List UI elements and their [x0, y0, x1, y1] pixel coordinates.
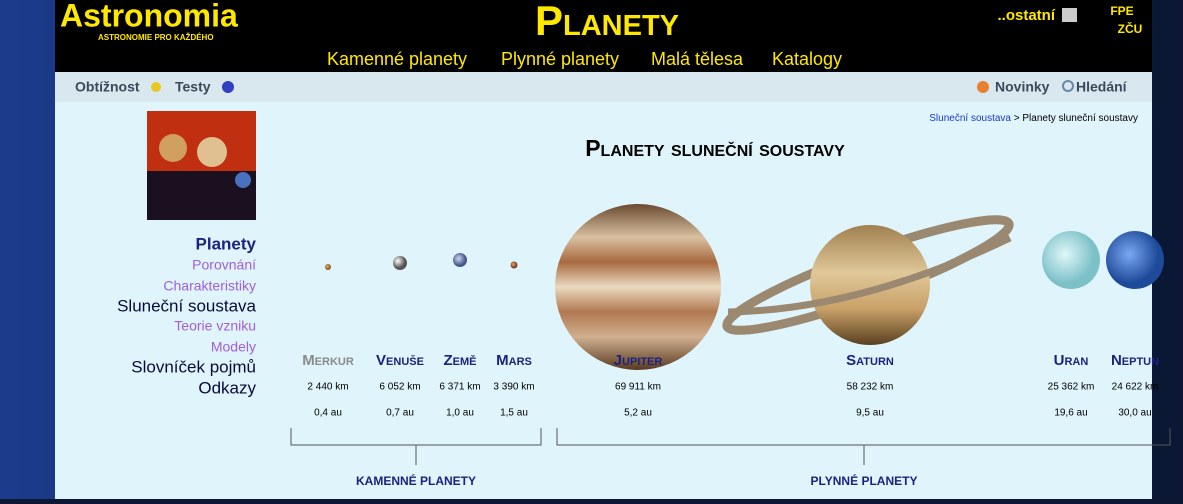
image-planet: [235, 172, 251, 188]
other-menu[interactable]: ..ostatní: [997, 7, 1055, 24]
menu-item[interactable]: Katalogy: [772, 49, 842, 69]
planet-distance: 5,2 au: [624, 408, 652, 419]
sidebar-link[interactable]: Teorie vzniku: [174, 318, 256, 334]
menu-item[interactable]: Plynné planety: [501, 49, 619, 69]
screen: Astronomia ASTRONOMIE PRO KAŽDÉHO Planet…: [0, 0, 1183, 499]
planet-diameter: 3 390 km: [493, 382, 534, 393]
planet-distance: 0,7 au: [386, 408, 414, 419]
dropdown-icon[interactable]: [1062, 8, 1077, 22]
planet-name: Merkur: [302, 352, 354, 369]
planet-diameter: 6 052 km: [379, 382, 420, 393]
planet-diameter: 25 362 km: [1048, 382, 1095, 393]
planet-distance: 30,0 au: [1118, 408, 1151, 419]
breadcrumb-link[interactable]: Sluneční soustava: [929, 113, 1011, 124]
breadcrumb: Sluneční soustava > Planety sluneční sou…: [929, 113, 1138, 124]
planet-image: [393, 256, 407, 270]
planet-name: Venuše: [376, 352, 424, 369]
toolbar-link[interactable]: Obtížnost: [75, 79, 140, 95]
toolbar-link[interactable]: Testy: [175, 79, 211, 95]
sidebar-link[interactable]: Charakteristiky: [163, 278, 256, 294]
planet-diameter: 24 622 km: [1112, 382, 1159, 393]
planet-distance: 19,6 au: [1054, 408, 1087, 419]
sidebar-link[interactable]: Porovnání: [192, 257, 256, 273]
planet-image: [325, 264, 331, 270]
image-planet: [159, 134, 187, 162]
badge[interactable]: FPE: [1110, 4, 1133, 18]
planet-image: [555, 204, 721, 370]
planet-diameter: 69 911 km: [615, 382, 661, 393]
page-title: Planety sluneční soustavy: [585, 135, 845, 161]
site-title: Planety: [535, 0, 679, 44]
menu-item[interactable]: Kamenné planety: [327, 49, 467, 69]
planet-name: Jupiter: [614, 352, 663, 369]
news-icon: [977, 81, 989, 93]
planet-name: Mars: [496, 352, 532, 369]
planet-diameter: 6 371 km: [439, 382, 480, 393]
logo-subtitle: ASTRONOMIE PRO KAŽDÉHO: [98, 33, 214, 42]
sidebar-link[interactable]: Slovníček pojmů: [131, 357, 256, 376]
planet-image: [1042, 231, 1100, 289]
planet-image: [810, 225, 930, 345]
toolbar-link[interactable]: Novinky: [995, 79, 1050, 95]
planet-distance: 1,5 au: [500, 408, 528, 419]
breadcrumb-current: Planety sluneční soustavy: [1022, 113, 1138, 124]
breadcrumb-sep: >: [1014, 113, 1020, 124]
sidebar-link[interactable]: Odkazy: [198, 378, 256, 397]
planet-diameter: 2 440 km: [307, 382, 348, 393]
planet-distance: 1,0 au: [446, 408, 474, 419]
sidebar-link[interactable]: Sluneční soustava: [117, 296, 256, 315]
planet-name: Saturn: [846, 352, 894, 369]
bulb-icon: [151, 82, 161, 92]
planet-name: Uran: [1054, 352, 1089, 369]
planet-image: [1106, 231, 1164, 289]
planet-distance: 0,4 au: [314, 408, 342, 419]
group-label: PLYNNÉ PLANETY: [811, 473, 918, 488]
badge[interactable]: ZČU: [1118, 21, 1143, 36]
image-planet: [197, 137, 227, 167]
page: Astronomia ASTRONOMIE PRO KAŽDÉHO Planet…: [0, 0, 1183, 499]
toolbar-link[interactable]: Hledání: [1076, 79, 1128, 95]
planet-name: Neptun: [1111, 352, 1159, 369]
menu-item[interactable]: Malá tělesa: [651, 49, 744, 69]
group-label: KAMENNÉ PLANETY: [356, 473, 476, 488]
planet-diameter: 58 232 km: [847, 382, 894, 393]
planet-image: [453, 253, 467, 267]
logo[interactable]: Astronomia: [60, 0, 238, 33]
help-icon: [222, 81, 234, 93]
planet-name: Země: [444, 352, 477, 369]
sidebar-link[interactable]: Modely: [211, 339, 256, 355]
planet-image: [511, 262, 518, 269]
planet-distance: 9,5 au: [856, 408, 884, 419]
sidebar-heading[interactable]: Planety: [196, 234, 257, 253]
